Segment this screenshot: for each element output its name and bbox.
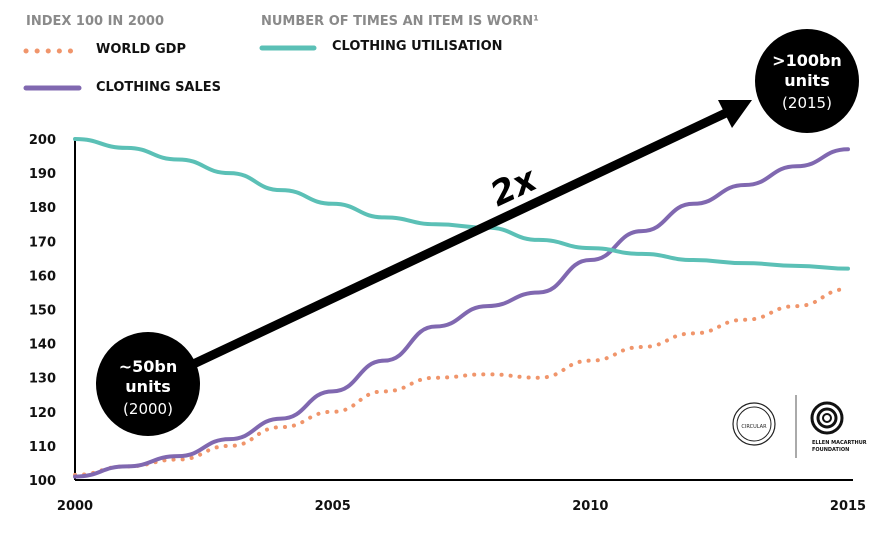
y-tick-label: 150: [29, 304, 56, 319]
series-line-clothing-utilisation: [73, 137, 850, 271]
legend-heading-worn: NUMBER OF TIMES AN ITEM IS WORN¹: [261, 14, 539, 29]
annotation-end-line2: units: [784, 71, 829, 90]
legend-heading-index: INDEX 100 IN 2000: [26, 14, 165, 29]
x-tick-label: 2015: [830, 499, 866, 514]
logo-emf: ELLEN MACARTHUR FOUNDATION: [810, 401, 867, 453]
logo-circular-fibres: CIRCULAR: [732, 402, 776, 446]
annotation-end-line3: (2015): [782, 94, 832, 112]
y-tick-label: 170: [29, 235, 56, 250]
y-tick-label: 180: [29, 201, 56, 216]
annotation-start-line1: ~50bn: [119, 357, 178, 376]
legend-label-sales: CLOTHING SALES: [96, 80, 222, 95]
arrow-head-icon: [718, 100, 752, 128]
y-tick-label: 130: [29, 372, 56, 387]
y-tick-label: 160: [29, 269, 56, 284]
legend-label-gdp: WORLD GDP: [96, 42, 186, 57]
y-tick-label: 120: [29, 406, 56, 421]
y-tick-label: 140: [29, 338, 56, 353]
x-tick-label: 2000: [57, 499, 93, 514]
svg-text:ELLEN MACARTHUR: ELLEN MACARTHUR: [812, 440, 867, 446]
legend-label-utilisation: CLOTHING UTILISATION: [332, 39, 503, 54]
annotation-end: >100bn units (2015): [755, 29, 859, 133]
svg-text:CIRCULAR: CIRCULAR: [741, 424, 767, 430]
x-tick-label: 2010: [572, 499, 608, 514]
annotation-end-line1: >100bn: [772, 51, 842, 70]
annotation-start-line3: (2000): [123, 400, 173, 418]
svg-text:FOUNDATION: FOUNDATION: [812, 447, 849, 453]
y-tick-label: 110: [29, 440, 56, 455]
x-tick-label: 2005: [315, 499, 351, 514]
y-tick-label: 100: [29, 474, 56, 489]
series-line-clothing-sales: [73, 147, 850, 479]
y-tick-label: 190: [29, 167, 56, 182]
annotation-start-line2: units: [125, 377, 170, 396]
y-tick-label: 200: [29, 133, 56, 148]
growth-arrow: [183, 100, 752, 373]
annotation-start: ~50bn units (2000): [96, 332, 200, 436]
series-line-world-gdp: [73, 287, 850, 477]
